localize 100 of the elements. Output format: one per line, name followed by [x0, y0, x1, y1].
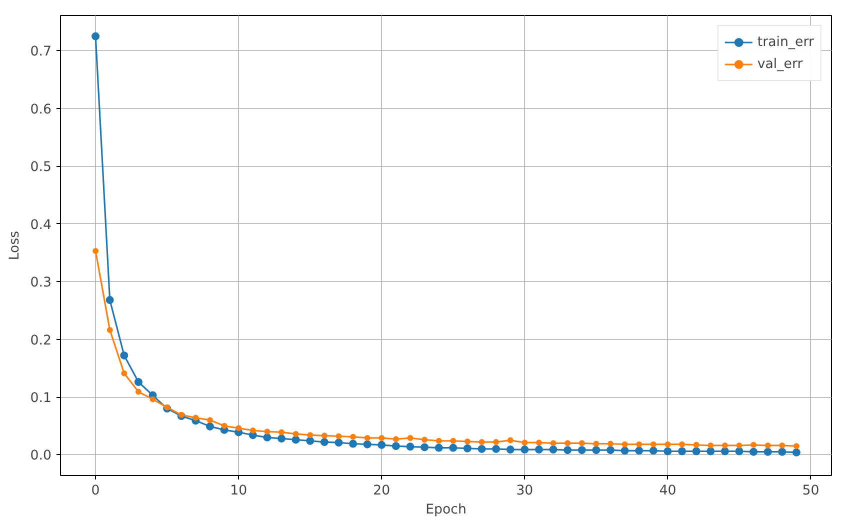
point — [449, 444, 458, 452]
point — [679, 441, 686, 448]
y-axis-title: Loss — [7, 230, 22, 260]
point — [221, 422, 228, 429]
point — [564, 446, 572, 454]
point — [121, 370, 128, 376]
point — [307, 432, 314, 438]
point — [478, 439, 485, 446]
point — [464, 438, 470, 444]
y-tick-label: 0.3 — [30, 276, 52, 291]
point — [793, 443, 800, 450]
point — [720, 447, 729, 456]
point — [608, 440, 614, 447]
point — [620, 446, 629, 455]
point — [406, 442, 414, 451]
point — [708, 442, 714, 448]
point — [264, 428, 270, 435]
point — [278, 434, 286, 443]
point — [664, 441, 671, 448]
point — [434, 444, 443, 452]
x-tick-label: 30 — [516, 484, 534, 498]
point — [120, 351, 128, 360]
point — [493, 439, 500, 446]
point — [392, 436, 399, 442]
point — [92, 248, 99, 254]
point — [292, 430, 299, 437]
point — [750, 442, 757, 448]
point — [392, 442, 400, 450]
point — [278, 429, 284, 436]
point — [306, 436, 314, 445]
point — [549, 446, 558, 454]
y-tick-label: 0.7 — [30, 44, 52, 60]
point — [534, 446, 543, 454]
point — [750, 448, 758, 456]
point — [478, 444, 486, 453]
point — [263, 433, 272, 442]
point — [334, 438, 343, 447]
x-tick-label: 20 — [373, 484, 390, 498]
x-tick-label: 40 — [659, 484, 676, 498]
x-axis-title: Epoch — [426, 502, 466, 518]
point — [664, 447, 672, 456]
point — [92, 32, 100, 40]
point — [292, 436, 300, 444]
point — [606, 446, 614, 454]
y-tick-label: 0.1 — [30, 391, 52, 406]
point — [635, 446, 644, 455]
x-tick-label: 50 — [802, 484, 820, 498]
point — [106, 327, 113, 334]
point — [578, 446, 586, 454]
point — [422, 436, 428, 443]
point — [536, 440, 542, 446]
point — [135, 388, 142, 395]
point — [436, 438, 442, 444]
point — [792, 448, 800, 456]
point — [522, 440, 528, 446]
point — [150, 396, 156, 402]
point — [764, 442, 771, 448]
point — [736, 442, 742, 448]
x-tick-label: 10 — [230, 484, 248, 498]
point — [206, 422, 214, 430]
point — [550, 440, 556, 446]
legend-label: train_err — [757, 34, 814, 50]
point — [520, 446, 529, 454]
point — [206, 417, 213, 424]
point — [507, 437, 514, 444]
point — [320, 438, 328, 446]
point — [678, 447, 686, 456]
point — [735, 447, 744, 456]
point — [236, 425, 242, 432]
point — [706, 447, 715, 456]
point — [693, 442, 700, 448]
point — [378, 434, 385, 441]
y-tick-label: 0.2 — [30, 333, 52, 348]
point — [106, 296, 114, 304]
point — [764, 448, 772, 456]
y-tick-label: 0.6 — [30, 102, 52, 118]
point — [350, 434, 356, 440]
point — [378, 440, 386, 449]
point — [164, 404, 170, 410]
legend-label: val_err — [757, 56, 803, 72]
point — [649, 446, 658, 455]
point — [349, 440, 358, 448]
point — [578, 440, 585, 446]
point — [722, 442, 728, 448]
point — [650, 441, 656, 448]
point — [178, 412, 184, 418]
point — [420, 443, 429, 452]
point — [192, 414, 199, 421]
y-tick-label: 0.4 — [30, 218, 52, 233]
point — [492, 444, 500, 453]
point — [363, 440, 372, 448]
point — [778, 448, 786, 456]
point — [622, 441, 628, 448]
point — [364, 434, 370, 441]
point — [321, 432, 328, 439]
point — [250, 427, 256, 434]
point — [463, 444, 472, 452]
y-tick-label: 0.0 — [30, 448, 52, 464]
point — [336, 433, 342, 440]
point — [779, 442, 786, 448]
